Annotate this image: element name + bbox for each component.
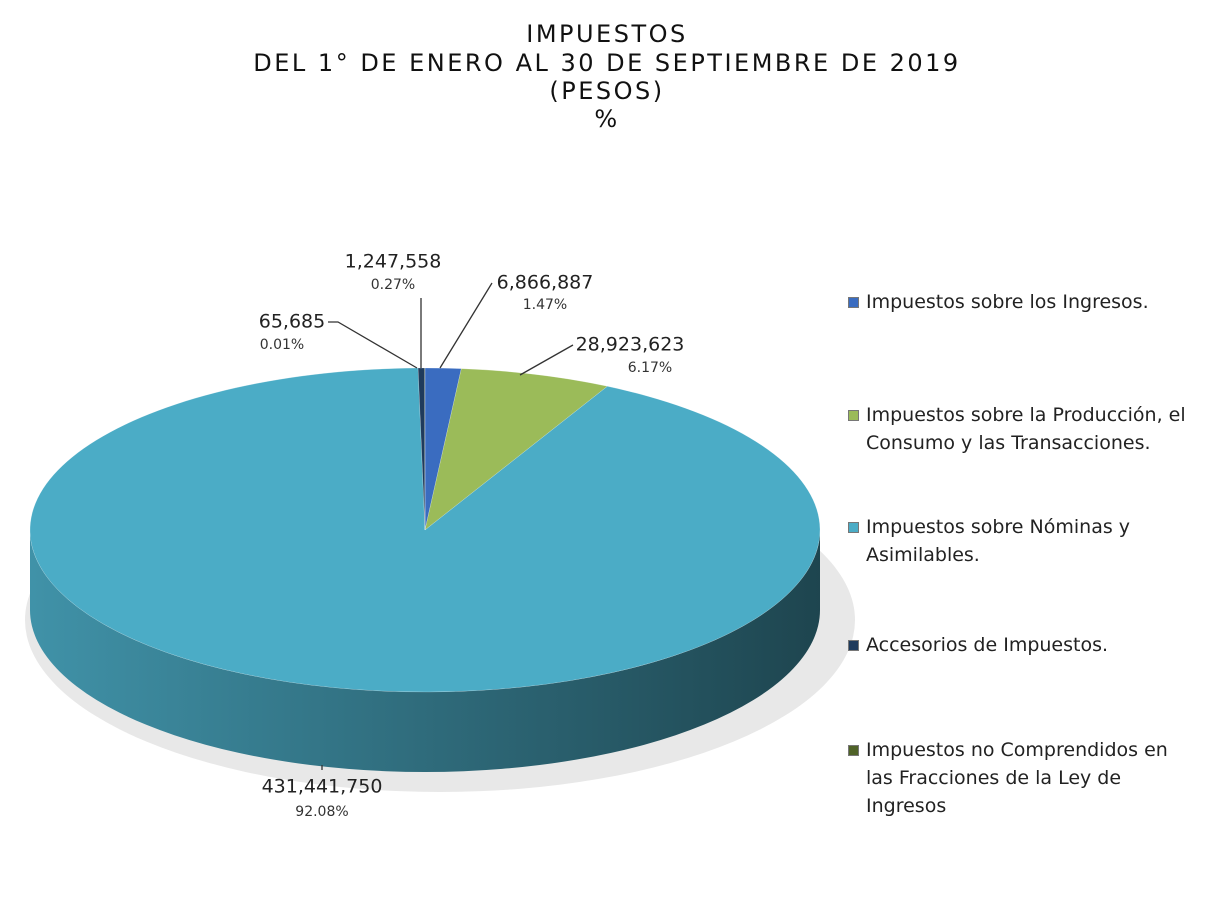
legend-item: Accesorios de Impuestos.: [848, 631, 1108, 659]
legend-item: Impuestos no Comprendidos en las Fraccio…: [848, 736, 1198, 820]
legend-swatch: [848, 522, 859, 533]
value-label: 6,866,887: [497, 272, 594, 294]
legend-swatch: [848, 745, 859, 756]
legend-swatch: [848, 410, 859, 421]
slice: [424, 368, 608, 531]
legend-item: Impuestos sobre la Producción, el Consum…: [848, 401, 1198, 457]
value-label: 431,441,750: [262, 776, 383, 798]
leader-line: [519, 344, 574, 376]
chart-title: DEL 1° DE ENERO AL 30 DE SEPTIEMBRE DE 2…: [253, 49, 960, 77]
legend-swatch: [848, 640, 859, 651]
percent-label: 1.47%: [523, 297, 567, 313]
legend-item: Impuestos sobre los Ingresos.: [848, 288, 1149, 316]
legend-label: Impuestos sobre Nóminas y Asimilables.: [866, 516, 1131, 566]
chart-title: %: [594, 105, 619, 133]
value-label: 65,685: [259, 311, 325, 333]
chart-title: (PESOS): [549, 77, 664, 105]
percent-label: 92.08%: [295, 804, 348, 820]
percent-label: 0.27%: [371, 277, 415, 293]
slice: [29, 367, 821, 693]
leader-line: [439, 282, 493, 369]
legend-label: Impuestos sobre la Producción, el Consum…: [866, 404, 1186, 454]
slice: [424, 367, 462, 531]
slice-side: [30, 530, 820, 772]
legend-label: Impuestos no Comprendidos en las Fraccio…: [866, 739, 1168, 817]
legend-item: Impuestos sobre Nóminas y Asimilables.: [848, 513, 1198, 569]
slice: [417, 367, 426, 531]
percent-label: 0.01%: [260, 337, 304, 353]
chart-title: IMPUESTOS: [526, 20, 688, 48]
legend-swatch: [848, 297, 859, 308]
leader-line: [328, 321, 418, 369]
legend-label: Impuestos sobre los Ingresos.: [866, 291, 1149, 313]
value-label: 28,923,623: [576, 334, 685, 356]
legend-label: Accesorios de Impuestos.: [866, 634, 1109, 656]
value-label: 1,247,558: [345, 251, 442, 273]
percent-label: 6.17%: [628, 360, 672, 376]
